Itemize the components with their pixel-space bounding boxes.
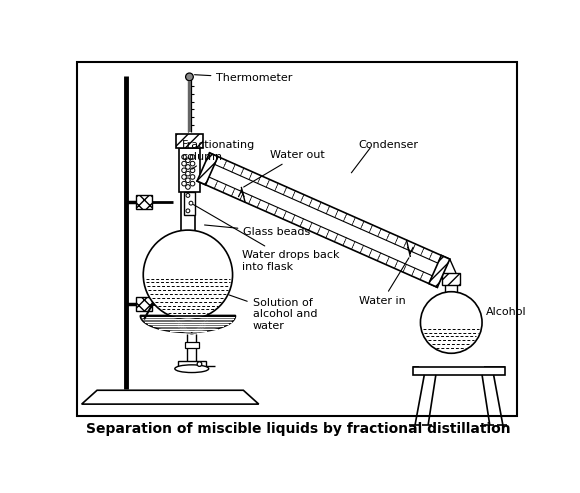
Polygon shape xyxy=(82,390,259,404)
Circle shape xyxy=(186,165,190,169)
Text: Alcohol: Alcohol xyxy=(486,307,527,317)
Polygon shape xyxy=(140,316,235,332)
Circle shape xyxy=(190,168,195,173)
Circle shape xyxy=(186,185,190,189)
Text: Condenser: Condenser xyxy=(359,140,419,150)
Text: Separation of miscible liquids by fractional distillation: Separation of miscible liquids by fracti… xyxy=(86,422,511,436)
Circle shape xyxy=(190,161,195,166)
Circle shape xyxy=(182,161,186,166)
Text: Fractionating
column: Fractionating column xyxy=(182,140,255,169)
Circle shape xyxy=(189,201,193,205)
Text: Water out: Water out xyxy=(244,150,325,187)
Bar xyxy=(176,134,204,148)
Bar xyxy=(136,195,153,209)
Circle shape xyxy=(143,230,233,319)
Circle shape xyxy=(420,292,482,353)
Circle shape xyxy=(186,172,190,176)
Circle shape xyxy=(186,194,190,197)
Circle shape xyxy=(197,362,202,366)
Polygon shape xyxy=(429,255,450,287)
Circle shape xyxy=(186,178,190,182)
Circle shape xyxy=(182,168,186,173)
Circle shape xyxy=(190,155,195,159)
Text: Glass beads: Glass beads xyxy=(205,225,311,237)
Text: Water in: Water in xyxy=(359,258,409,306)
Text: Thermometer: Thermometer xyxy=(194,73,293,83)
Bar xyxy=(184,192,195,214)
Circle shape xyxy=(190,175,195,179)
Bar xyxy=(179,148,200,192)
Text: Water drops back
into flask: Water drops back into flask xyxy=(193,205,339,272)
Bar xyxy=(188,81,191,132)
Circle shape xyxy=(186,158,190,163)
Circle shape xyxy=(186,209,190,213)
Circle shape xyxy=(182,181,186,186)
Text: Solution of
alcohol and
water: Solution of alcohol and water xyxy=(229,295,317,331)
Circle shape xyxy=(190,181,195,186)
Bar xyxy=(136,297,153,311)
Bar xyxy=(178,361,206,367)
Ellipse shape xyxy=(175,365,209,373)
Polygon shape xyxy=(413,367,505,375)
Bar xyxy=(442,273,461,285)
Circle shape xyxy=(182,175,186,179)
Polygon shape xyxy=(197,153,218,185)
Circle shape xyxy=(186,73,193,81)
Circle shape xyxy=(182,155,186,159)
Bar xyxy=(185,342,199,348)
